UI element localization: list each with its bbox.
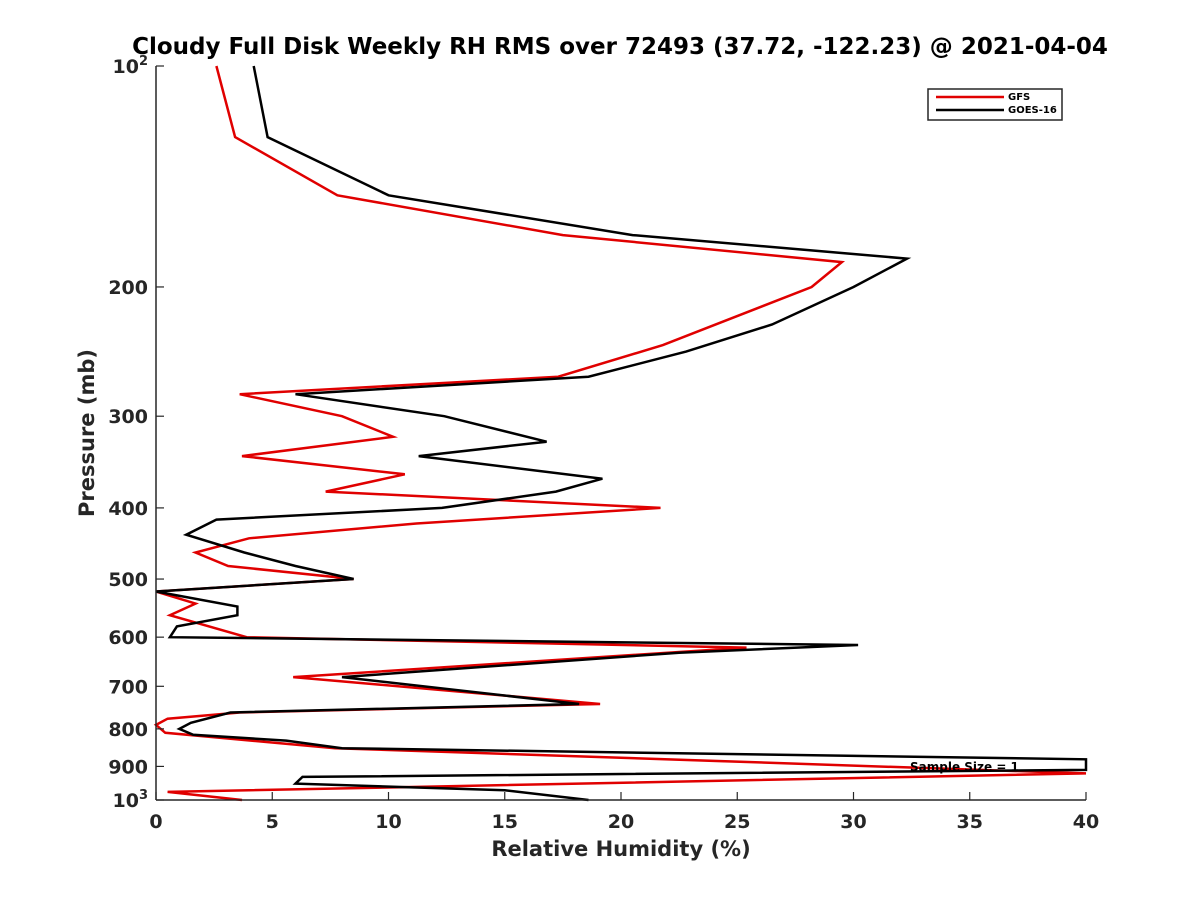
- x-axis-label: Relative Humidity (%): [491, 837, 750, 861]
- x-tick-label: 5: [266, 811, 279, 833]
- legend-label-goes-16: GOES-16: [1008, 105, 1057, 116]
- x-tick-label: 10: [375, 811, 401, 833]
- y-tick-label: 200: [108, 277, 148, 299]
- x-tick-label: 20: [608, 811, 634, 833]
- y-tick-label: 800: [108, 719, 148, 741]
- y-tick-label: 300: [108, 406, 148, 428]
- sample-size-annotation: Sample Size = 1: [910, 760, 1019, 774]
- axis-layer: 0 5 10 15 20 25 30 35 40 102 200 300 400 500 600 700 800…: [108, 54, 1099, 833]
- y-tick-label: 102: [113, 54, 149, 78]
- y-tick-label: 103: [113, 788, 149, 812]
- legend: GFS GOES-16: [927, 88, 1063, 121]
- legend-box: [927, 88, 1063, 121]
- x-tick-label: 25: [724, 811, 750, 833]
- series-layer: [153, 65, 1088, 802]
- x-tick-label: 15: [492, 811, 518, 833]
- legend-label-gfs: GFS: [1008, 92, 1030, 103]
- y-tick-label: 500: [108, 569, 148, 591]
- y-tick-label: 600: [108, 627, 148, 649]
- y-tick-label: 400: [108, 498, 148, 520]
- series-line-goes-16: [155, 65, 1088, 802]
- x-tick-label: 30: [840, 811, 866, 833]
- y-axis-label: Pressure (mb): [75, 349, 99, 517]
- axes-background: [156, 66, 1086, 800]
- y-tick-label: 700: [108, 676, 148, 698]
- x-tick-label: 0: [149, 811, 162, 833]
- y-tick-label: 900: [108, 756, 148, 778]
- series-line-gfs: [153, 65, 1087, 802]
- plot-area: 0 5 10 15 20 25 30 35 40 102 200 300 400 500 600 700 800…: [108, 54, 1099, 833]
- chart-title: Cloudy Full Disk Weekly RH RMS over 7249…: [132, 34, 1108, 60]
- x-tick-label: 35: [957, 811, 983, 833]
- x-tick-label: 40: [1073, 811, 1099, 833]
